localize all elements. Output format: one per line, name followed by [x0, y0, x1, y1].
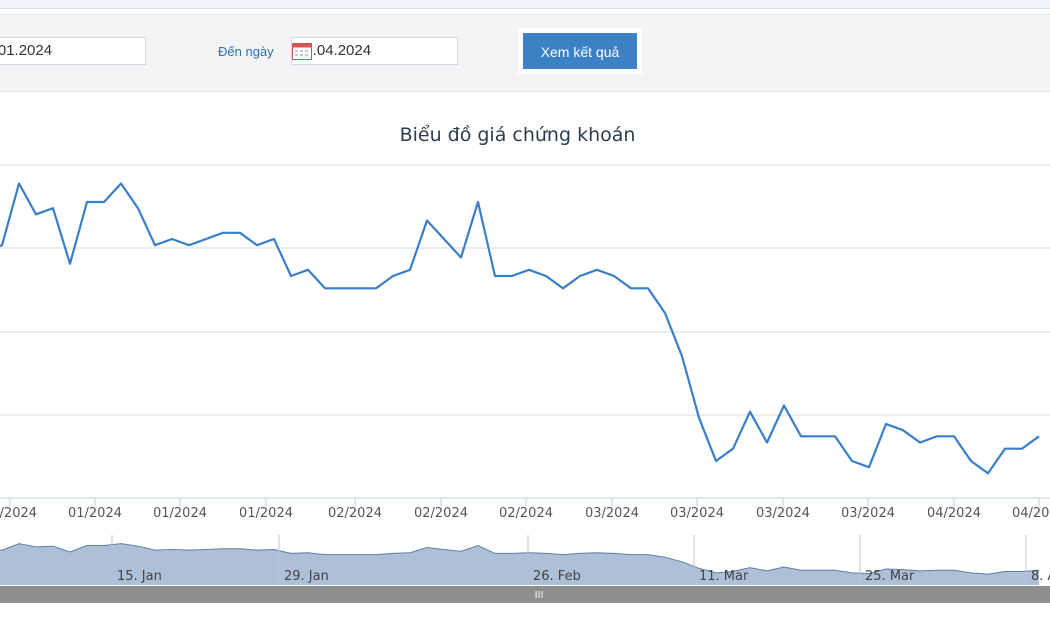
- x-tick-label: 01/2024: [0, 506, 37, 521]
- navigator-tick-label: 29. Jan: [284, 569, 329, 584]
- x-tick-label: 01/2024: [68, 506, 122, 521]
- x-tick-label: 04/2024: [927, 506, 981, 521]
- navigator-area: [0, 543, 1039, 585]
- x-tick-label: 03/2024: [841, 506, 895, 521]
- navigator-tick-label: 11. Mar: [699, 569, 749, 584]
- x-tick-label: 02/2024: [328, 506, 382, 521]
- to-date-label: Đến ngày: [218, 44, 274, 59]
- x-tick-label: 01/2024: [239, 506, 293, 521]
- to-date-input[interactable]: 15.04.2024: [291, 37, 458, 65]
- x-tick-label: 03/2024: [585, 506, 639, 521]
- x-tick-label: 03/2024: [756, 506, 810, 521]
- scrollbar-grip[interactable]: III: [535, 590, 544, 601]
- x-tick-label: 02/2024: [499, 506, 553, 521]
- x-tick-label: 04/2024: [1012, 506, 1050, 521]
- navigator-scrollbar[interactable]: [0, 586, 1050, 603]
- navigator-line: [0, 543, 1040, 575]
- from-date-value: 01.01.2024: [0, 42, 53, 59]
- x-tick-label: 01/2024: [153, 506, 207, 521]
- navigator-tick-label: 25. Mar: [865, 569, 915, 584]
- to-date-value: 15.04.2024: [296, 42, 372, 59]
- x-tick-label: 03/2024: [670, 506, 724, 521]
- from-date-input[interactable]: 01.01.2024: [0, 37, 146, 65]
- navigator-tick-label: 15. Jan: [117, 569, 162, 584]
- top-strip: [0, 0, 1050, 9]
- chart-title: Biểu đồ giá chứng khoán: [399, 124, 636, 146]
- calendar-icon[interactable]: [292, 42, 312, 60]
- x-tick-label: 02/2024: [414, 506, 468, 521]
- view-results-button[interactable]: Xem kết quả: [523, 33, 637, 69]
- navigator-tick-label: 8. Apr: [1031, 569, 1050, 584]
- price-series-line: [0, 182, 1040, 475]
- navigator-tick-label: 26. Feb: [533, 569, 581, 584]
